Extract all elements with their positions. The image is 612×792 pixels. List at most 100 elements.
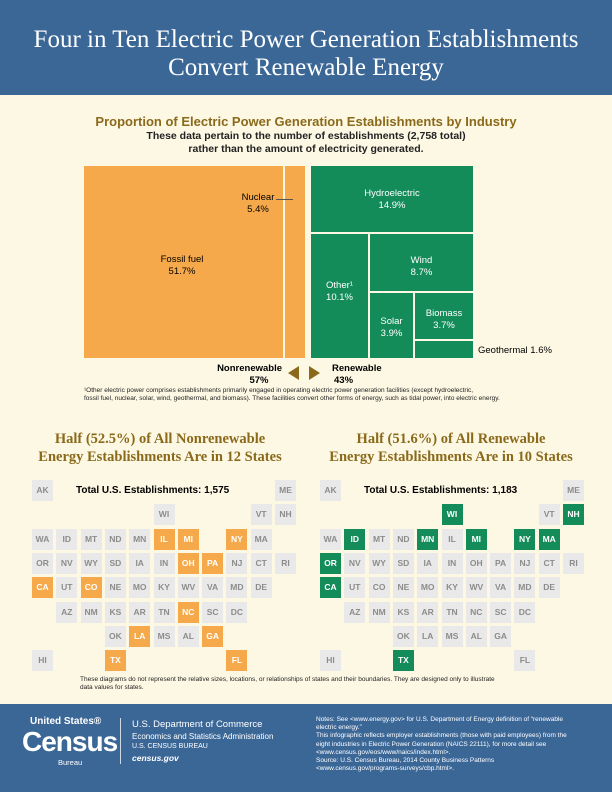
state-tile-co: CO (80, 577, 102, 599)
state-tile-nc: NC (177, 601, 199, 623)
nonrenewable-total: Total U.S. Establishments: 1,575 (76, 485, 230, 496)
state-tile-ri: RI (275, 552, 296, 574)
state-tile-al: AL (465, 625, 487, 647)
state-tile-mn: MN (129, 528, 151, 550)
state-tile-in: IN (153, 552, 175, 574)
state-tile-ms: MS (153, 625, 175, 647)
state-tile-dc: DC (226, 601, 248, 623)
nonrenewable-pct: 57% (249, 375, 269, 386)
state-tile-ct: CT (250, 552, 272, 574)
treemap-label-hydroelectric: Hydroelectric 14.9% (311, 188, 473, 212)
state-tile-la: LA (417, 625, 439, 647)
census-logo-bureau: Bureau (58, 758, 83, 767)
state-tile-nd: ND (392, 528, 414, 550)
state-tile-va: VA (202, 577, 224, 599)
nonrenewable-state-map: Total U.S. Establishments: 1,575 AK ME WI V… (32, 480, 300, 680)
footer-notes: Notes: See <www.energy.gov> for U.S. Dep… (316, 716, 602, 773)
biomass-value: 3.7% (433, 320, 455, 331)
footer-note-line: <www.census.gov/programs-surveys/cbp.htm… (316, 765, 454, 773)
footer: United States® Census Bureau U.S. Depart… (0, 704, 612, 792)
state-tile-nv: NV (344, 552, 366, 574)
state-tile-ma: MA (250, 528, 272, 550)
state-tile-ky: KY (153, 577, 175, 599)
state-tile-ut: UT (56, 577, 78, 599)
footer-admin: Economics and Statistics Administration (132, 732, 274, 741)
nonrenewable-map-title-line1: Half (52.5%) of All Nonrenewable (54, 431, 266, 447)
state-tile-sd: SD (104, 552, 126, 574)
state-tile-tx: TX (392, 650, 414, 672)
state-tile-ar: AR (417, 601, 439, 623)
treemap-label-other: Other¹ 10.1% (311, 280, 368, 304)
state-tile-in: IN (441, 552, 463, 574)
state-tile-nm: NM (80, 601, 102, 623)
treemap-block-hydroelectric (311, 166, 473, 232)
state-tile-mo: MO (129, 577, 151, 599)
state-tile-nj: NJ (226, 552, 248, 574)
renewable-map-title-line1: Half (51.6%) of All Renewable (356, 431, 546, 447)
state-tile-ut: UT (344, 577, 366, 599)
state-tile-ne: NE (392, 577, 414, 599)
state-tile-ms: MS (441, 625, 463, 647)
state-tile-sd: SD (392, 552, 414, 574)
state-tile-ne: NE (104, 577, 126, 599)
solar-value: 3.9% (380, 328, 403, 339)
census-logo-main: Census (22, 726, 118, 757)
wind-value: 8.7% (410, 267, 433, 278)
group-arrows-icon (288, 366, 320, 380)
nonrenewable-map-title-line2: Energy Establishments Are in 12 States (38, 449, 282, 465)
treemap-title: Proportion of Electric Power Generation … (95, 114, 517, 129)
footer-note-line: eight industries in Electric Power Gener… (316, 740, 547, 748)
state-tile-az: AZ (344, 601, 366, 623)
renewable-label: Renewable (332, 363, 382, 374)
renewable-map-title: Half (51.6%) of All Renewable Energy Est… (310, 430, 592, 466)
disclaimer-line1: These diagrams do not represent the rela… (80, 676, 495, 683)
footnote-line2: fossil fuel, nuclear, solar, wind, geoth… (84, 395, 500, 402)
state-tile-ri: RI (563, 552, 584, 574)
state-tile-il: IL (441, 528, 463, 550)
state-tile-nd: ND (104, 528, 126, 550)
page-title-line1: Four in Ten Electric Power Generation Es… (33, 26, 579, 53)
treemap-subtitle-line1: These data pertain to the number of esta… (146, 130, 466, 142)
nuclear-value: 5.4% (247, 204, 269, 215)
footer-note-line: <www.census.gov/eos/www/naics/index.html… (316, 748, 451, 756)
state-tile-nv: NV (56, 552, 78, 574)
footer-note-line: Notes: See <www.energy.gov> for U.S. Dep… (316, 716, 564, 723)
state-tile-id: ID (344, 528, 366, 550)
state-tile-md: MD (514, 577, 536, 599)
state-tile-me: ME (563, 480, 584, 501)
state-tile-tx: TX (104, 650, 126, 672)
state-tile-vt: VT (538, 504, 560, 526)
fossil-fuel-value: 51.7% (168, 266, 196, 277)
state-tile-oh: OH (465, 552, 487, 574)
state-tile-az: AZ (56, 601, 78, 623)
state-tile-il: IL (153, 528, 175, 550)
renewable-group-label: Renewable 43% (332, 363, 412, 387)
treemap-subtitle-line2: rather than the amount of electricity ge… (188, 143, 424, 155)
wind-name: Wind (410, 255, 433, 266)
state-tile-wi: WI (153, 504, 175, 526)
state-tile-ks: KS (104, 601, 126, 623)
renewable-state-map: Total U.S. Establishments: 1,183 AK ME WI V… (320, 480, 588, 680)
treemap-footnote: ¹Other electric power comprises establis… (84, 387, 564, 403)
renewable-map-title-line2: Energy Establishments Are in 10 States (329, 449, 573, 465)
state-tile-nj: NJ (514, 552, 536, 574)
state-tile-id: ID (56, 528, 78, 550)
treemap-block-fossil-fuel (84, 166, 283, 358)
state-tile-mi: MI (177, 528, 199, 550)
fossil-fuel-name: Fossil fuel (160, 254, 204, 265)
nonrenewable-map-title: Half (52.5%) of All Nonrenewable Energy … (20, 430, 300, 466)
treemap-block-geothermal (415, 341, 473, 358)
census-logo-top: United States® (30, 716, 102, 727)
state-tile-ia: IA (417, 552, 439, 574)
state-tile-ca: CA (32, 577, 53, 599)
state-tile-oh: OH (177, 552, 199, 574)
footer-note-line: Source: U.S. Census Bureau, 2014 County … (316, 757, 495, 765)
state-tile-mt: MT (80, 528, 102, 550)
treemap-label-wind: Wind 8.7% (370, 255, 473, 279)
footer-bureau: U.S. CENSUS BUREAU (132, 743, 208, 750)
state-tile-al: AL (177, 625, 199, 647)
footnote-line1: ¹Other electric power comprises establis… (84, 387, 474, 394)
state-tile-ia: IA (129, 552, 151, 574)
state-tile-dc: DC (514, 601, 536, 623)
state-tile-ok: OK (392, 625, 414, 647)
